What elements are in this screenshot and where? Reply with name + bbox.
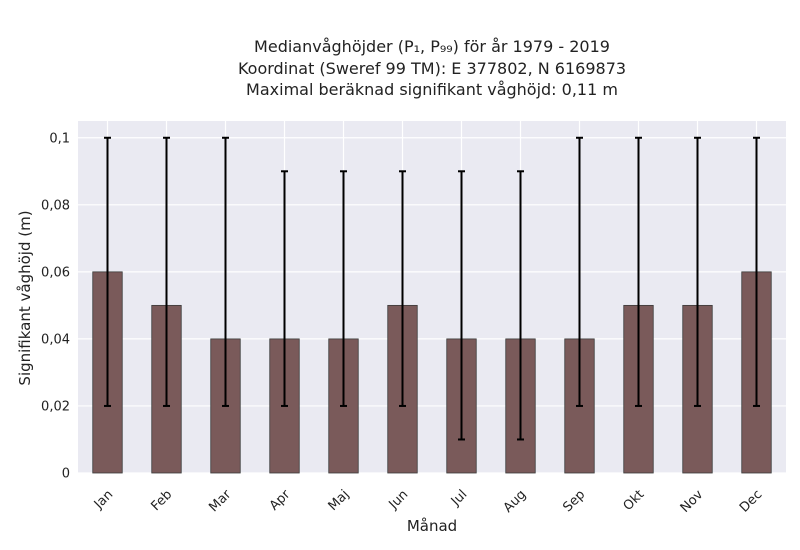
x-tick-label-apr: Apr — [267, 487, 294, 514]
y-axis-label: Signifikant våghöjd (m) — [16, 210, 34, 385]
x-tick-labels: Jan Feb Mar Apr Maj Jun Jul Aug Sep Okt Nov Dec — [91, 487, 765, 516]
y-tick-label: 0 — [62, 467, 70, 482]
error-bar-okt — [635, 136, 642, 407]
y-tick-label: 0,04 — [41, 332, 70, 347]
error-bar-dec — [753, 136, 760, 407]
x-tick-label-okt: Okt — [621, 487, 648, 514]
y-tick-label: 0,02 — [41, 399, 70, 414]
error-bar-jul — [458, 170, 465, 441]
chart-title-line-2: Koordinat (Sweref 99 TM): E 377802, N 61… — [238, 59, 626, 78]
error-bar-apr — [281, 170, 288, 407]
y-tick-label: 0,1 — [49, 131, 70, 146]
x-tick-label-jul: Jul — [448, 487, 470, 509]
error-bar-maj — [340, 170, 347, 407]
error-bar-mar — [222, 136, 229, 407]
error-bar-jan — [104, 136, 111, 407]
x-tick-label-mar: Mar — [206, 487, 234, 515]
x-tick-label-maj: Maj — [326, 487, 353, 514]
error-bar-jun — [399, 170, 406, 407]
x-tick-label-dec: Dec — [737, 487, 765, 515]
error-bar-sep — [576, 136, 583, 407]
y-tick-labels: 0 0,02 0,04 0,06 0,08 0,1 — [41, 131, 70, 481]
x-tick-label-jun: Jun — [386, 487, 412, 513]
x-tick-label-aug: Aug — [501, 487, 530, 516]
x-axis-label: Månad — [407, 517, 457, 535]
y-tick-label: 0,06 — [41, 265, 70, 280]
x-tick-label-nov: Nov — [678, 487, 707, 516]
x-tick-label-sep: Sep — [560, 487, 588, 515]
x-tick-label-feb: Feb — [148, 487, 175, 514]
error-bar-feb — [163, 136, 170, 407]
x-tick-label-jan: Jan — [91, 487, 116, 512]
error-bar-aug — [517, 170, 524, 441]
chart-title-line-1: Medianvåghöjder (P₁, P₉₉) för år 1979 - … — [254, 37, 610, 56]
error-bar-nov — [694, 136, 701, 407]
y-tick-label: 0,08 — [41, 198, 70, 213]
plot-area — [78, 121, 786, 473]
error-bars — [104, 136, 760, 441]
chart-title-line-3: Maximal beräknad signifikant våghöjd: 0,… — [246, 80, 618, 99]
